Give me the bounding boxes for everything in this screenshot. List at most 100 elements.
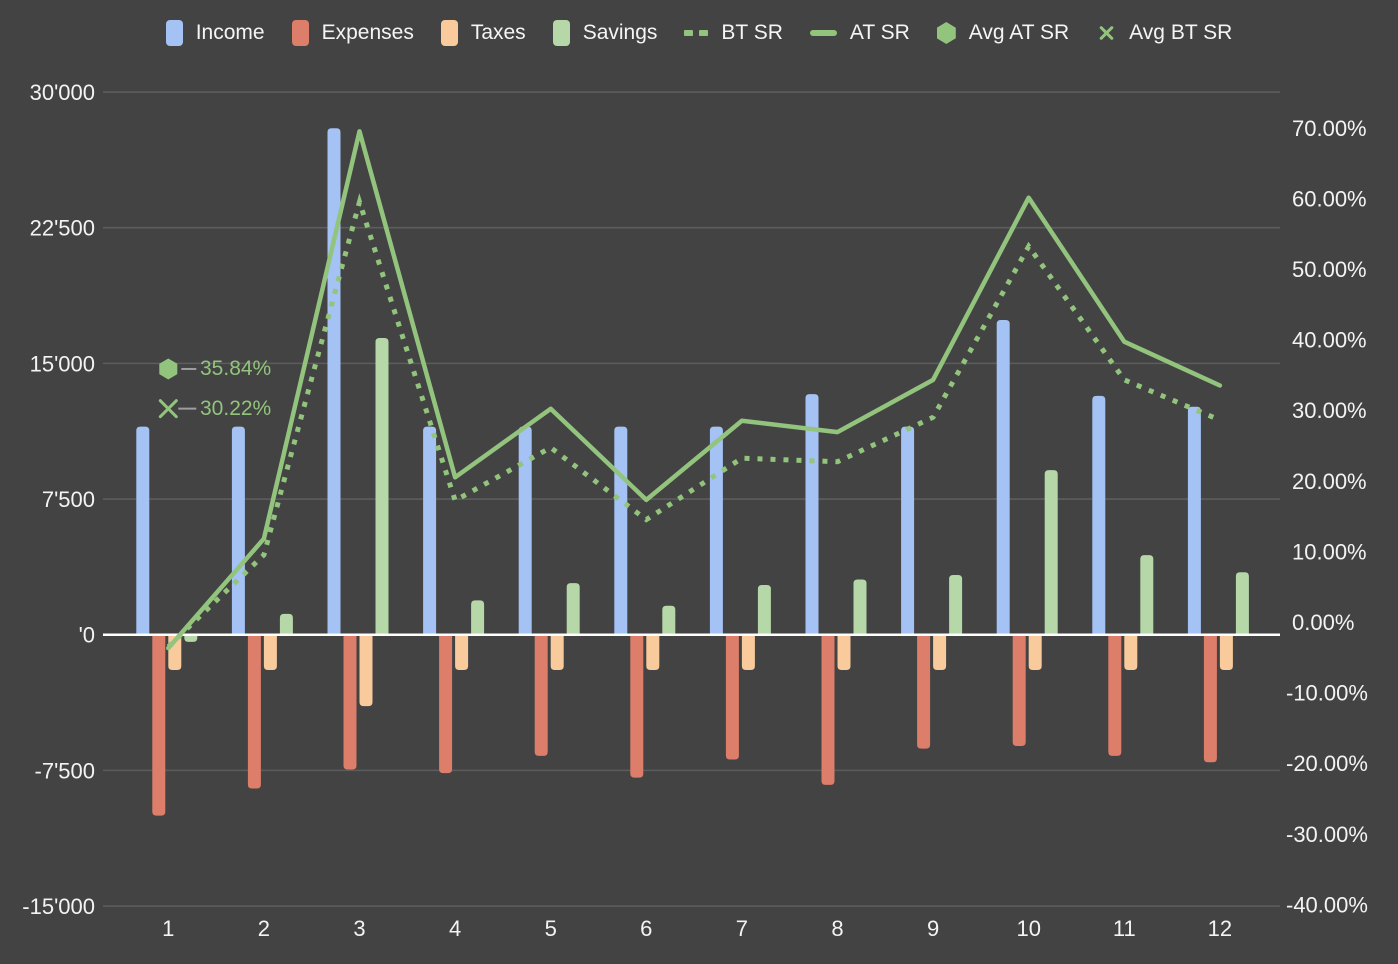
legend-item-avg-at-sr[interactable]: Avg AT SR bbox=[936, 21, 1070, 45]
income-bar[interactable] bbox=[996, 319, 1010, 635]
savings-bar-swatch-icon bbox=[552, 20, 570, 46]
expenses-bar[interactable] bbox=[439, 634, 453, 774]
left-axis-tick-label: '0 bbox=[79, 623, 95, 648]
expenses-bar[interactable] bbox=[343, 634, 357, 770]
taxes-bar[interactable] bbox=[263, 634, 277, 670]
legend-item-at-sr[interactable]: AT SR bbox=[809, 21, 910, 45]
income-bar-swatch-icon bbox=[165, 20, 183, 46]
hexagon-marker-swatch-icon bbox=[936, 22, 956, 44]
legend-label-expenses: Expenses bbox=[321, 21, 414, 44]
taxes-bar[interactable] bbox=[1219, 634, 1233, 670]
right-axis-tick-label: -40.00% bbox=[1286, 892, 1368, 917]
income-bar[interactable] bbox=[1187, 406, 1201, 635]
legend-item-taxes[interactable]: Taxes bbox=[440, 20, 526, 46]
savings-bar[interactable] bbox=[566, 583, 580, 635]
taxes-bar[interactable] bbox=[359, 634, 373, 707]
legend-item-income[interactable]: Income bbox=[165, 20, 265, 46]
x-axis-month-label: 11 bbox=[1113, 916, 1136, 941]
expenses-bar[interactable] bbox=[247, 634, 261, 789]
x-axis-month-label: 3 bbox=[353, 916, 365, 941]
savings-bar[interactable] bbox=[853, 579, 867, 635]
right-axis-tick-label: 40.00% bbox=[1292, 328, 1367, 353]
x-axis-month-label: 4 bbox=[449, 916, 461, 941]
income-bar[interactable] bbox=[1092, 395, 1106, 635]
income-bar[interactable] bbox=[901, 426, 915, 635]
expenses-bar[interactable] bbox=[725, 634, 739, 760]
right-axis-tick-label: 70.00% bbox=[1292, 116, 1367, 141]
right-axis-tick-label: -30.00% bbox=[1286, 822, 1368, 847]
x-axis-month-label: 5 bbox=[545, 916, 557, 941]
x-axis-month-label: 2 bbox=[258, 916, 270, 941]
avg-bt-sr-x-marker[interactable] bbox=[158, 399, 178, 419]
legend-label-income: Income bbox=[195, 21, 265, 44]
taxes-bar[interactable] bbox=[646, 634, 660, 670]
right-axis-tick-label: 60.00% bbox=[1292, 186, 1367, 211]
chart-legend: Income Expenses Taxes Savings BT SR AT S… bbox=[0, 20, 1398, 46]
income-bar[interactable] bbox=[231, 426, 245, 635]
income-bar[interactable] bbox=[805, 394, 819, 635]
left-axis-tick-label: 15'000 bbox=[30, 351, 95, 376]
taxes-bar[interactable] bbox=[933, 634, 947, 670]
savings-bar[interactable] bbox=[375, 338, 389, 635]
taxes-bar[interactable] bbox=[550, 634, 564, 670]
savings-bar[interactable] bbox=[184, 634, 198, 642]
taxes-bar[interactable] bbox=[741, 634, 755, 670]
right-axis-tick-label: 50.00% bbox=[1292, 257, 1367, 282]
avg-bt-sr-data-label: 30.22% bbox=[200, 397, 272, 420]
savings-bar[interactable] bbox=[1044, 470, 1058, 635]
expenses-bar[interactable] bbox=[1012, 634, 1026, 746]
x-axis-month-label: 10 bbox=[1016, 916, 1040, 941]
left-axis-tick-label: -15'000 bbox=[22, 894, 95, 919]
expenses-bar[interactable] bbox=[1108, 634, 1122, 756]
left-axis-tick-label: 22'500 bbox=[30, 216, 95, 241]
avg-at-sr-data-label: 35.84% bbox=[200, 357, 272, 380]
taxes-bar[interactable] bbox=[837, 634, 851, 670]
expenses-bar[interactable] bbox=[917, 634, 931, 749]
expenses-bar[interactable] bbox=[821, 634, 835, 785]
right-axis-tick-label: 20.00% bbox=[1292, 469, 1367, 494]
x-axis-month-label: 7 bbox=[736, 916, 748, 941]
expenses-bar-swatch-icon bbox=[291, 20, 309, 46]
savings-bar[interactable] bbox=[757, 584, 771, 635]
legend-item-avg-bt-sr[interactable]: Avg BT SR bbox=[1096, 21, 1232, 45]
legend-label-bt-sr: BT SR bbox=[721, 21, 783, 44]
legend-item-expenses[interactable]: Expenses bbox=[291, 20, 414, 46]
savings-bar[interactable] bbox=[471, 600, 485, 635]
income-bar[interactable] bbox=[423, 426, 437, 635]
at-sr-solid-line[interactable] bbox=[166, 129, 1223, 651]
income-bar[interactable] bbox=[709, 426, 723, 635]
taxes-bar[interactable] bbox=[455, 634, 469, 670]
taxes-bar[interactable] bbox=[1028, 634, 1042, 670]
income-bar[interactable] bbox=[136, 426, 150, 635]
income-bar[interactable] bbox=[327, 128, 341, 635]
savings-bar[interactable] bbox=[1140, 555, 1154, 635]
legend-label-avg-bt-sr: Avg BT SR bbox=[1129, 21, 1233, 44]
income-bar[interactable] bbox=[518, 426, 532, 635]
savings-bar[interactable] bbox=[662, 605, 676, 635]
savings-bar[interactable] bbox=[279, 613, 293, 635]
expenses-bar[interactable] bbox=[1203, 634, 1217, 763]
right-axis-tick-label: 30.00% bbox=[1292, 398, 1367, 423]
x-axis-month-label: 12 bbox=[1208, 916, 1232, 941]
savings-bar[interactable] bbox=[949, 575, 963, 635]
expenses-bar[interactable] bbox=[534, 634, 548, 756]
right-axis-tick-label: 0.00% bbox=[1292, 610, 1354, 635]
expenses-bar[interactable] bbox=[152, 634, 166, 816]
savings-bar[interactable] bbox=[1235, 572, 1249, 635]
taxes-bar[interactable] bbox=[1124, 634, 1138, 670]
x-axis-month-label: 6 bbox=[640, 916, 652, 941]
income-bar[interactable] bbox=[614, 426, 628, 635]
left-axis-tick-label: 7'500 bbox=[42, 487, 95, 512]
legend-label-taxes: Taxes bbox=[470, 21, 526, 44]
right-axis-tick-label: -20.00% bbox=[1286, 751, 1368, 776]
left-axis-tick-label: 30'000 bbox=[30, 80, 95, 105]
legend-label-avg-at-sr: Avg AT SR bbox=[968, 21, 1070, 44]
dotted-line-swatch-icon bbox=[684, 30, 709, 36]
legend-label-savings: Savings bbox=[582, 21, 658, 44]
expenses-bar[interactable] bbox=[630, 634, 644, 778]
avg-at-sr-hexagon-marker[interactable] bbox=[159, 358, 178, 380]
legend-item-bt-sr[interactable]: BT SR bbox=[684, 21, 783, 45]
legend-item-savings[interactable]: Savings bbox=[552, 20, 658, 46]
left-axis-tick-label: -7'500 bbox=[35, 758, 95, 783]
